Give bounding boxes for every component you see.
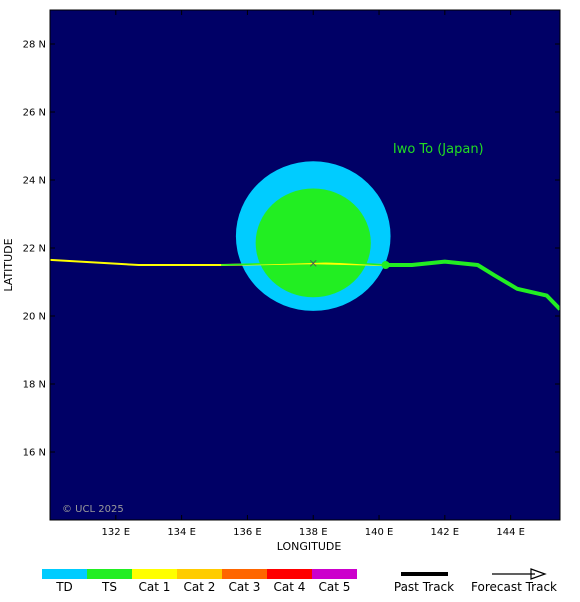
wind-radii-layer [235,161,391,311]
copyright-text: © UCL 2025 [62,504,124,515]
lon-tick-label: 136 E [233,527,262,538]
legend-swatch-ts [87,569,132,579]
lat-tick-label: 20 N [23,312,46,323]
lat-tick-label: 24 N [23,176,46,187]
forecast-track-line [221,260,386,266]
place-label-iwo-to: Iwo To (Japan) [393,142,484,157]
lat-tick-label: 18 N [23,380,46,391]
legend-label-cat-3: Cat 3 [229,580,261,594]
future-track-line [385,259,560,311]
track-layer [50,258,560,311]
legend-swatch-cat-5 [312,569,357,579]
lon-tick-label: 140 E [365,527,394,538]
legend-swatch-cat-3 [222,569,267,579]
x-axis-title: LONGITUDE [277,540,342,553]
lon-tick-label: 132 E [102,527,131,538]
legend-label-ts: TS [101,580,117,594]
map-frame [49,9,561,521]
legend-label-cat-1: Cat 1 [139,580,171,594]
past-track-legend-label: Past Track [394,580,454,594]
current-position-marker [381,261,390,269]
lon-tick-label: 142 E [431,527,460,538]
lat-tick-label: 28 N [23,40,46,51]
forecast-track-legend-arrowhead [530,568,547,580]
lon-tick-label: 138 E [299,527,328,538]
lon-tick-label: 144 E [496,527,525,538]
lon-tick-label: 134 E [167,527,196,538]
legend-swatch-cat-2 [177,569,222,579]
legend-swatch-cat-1 [132,569,177,579]
lat-tick-label: 22 N [23,244,46,255]
storm-center-marker-b [309,259,317,267]
y-axis-title: LATITUDE [2,238,15,291]
legend-label-cat-5: Cat 5 [319,580,351,594]
lat-tick-label: 26 N [23,108,46,119]
legend-label-td: TD [55,580,73,594]
legend-label-cat-4: Cat 4 [274,580,306,594]
legend-swatch-td [42,569,87,579]
legend-label-cat-2: Cat 2 [184,580,216,594]
forecast-track-legend-label: Forecast Track [471,580,557,594]
inner-wind-radius [255,188,371,298]
axis-ticks-layer: 132 E 134 E 136 E 138 E 140 E 142 E 144 E 16 N 1… [23,10,560,538]
category-legend: TD TS Cat 1 Cat 2 Cat 3 Cat 4 Cat 5 [42,569,357,594]
lat-tick-label: 16 N [23,448,46,459]
legend-swatch-cat-4 [267,569,312,579]
